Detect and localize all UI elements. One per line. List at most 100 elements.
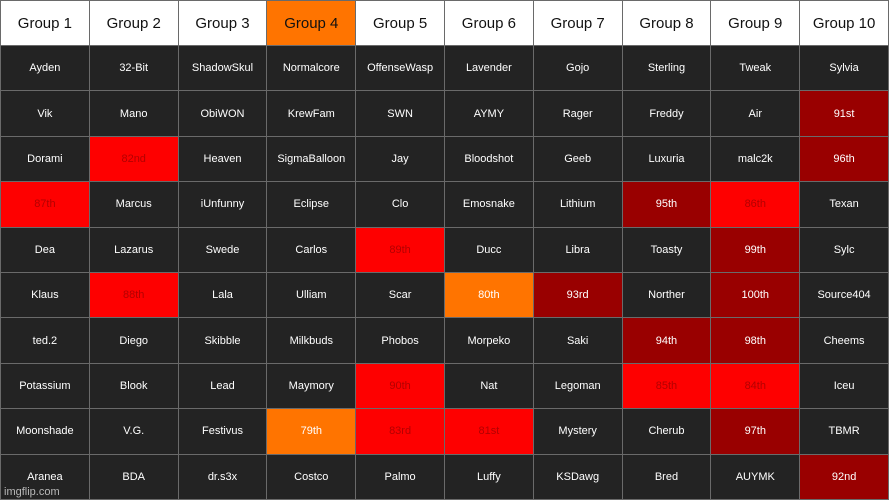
- table-cell: 91st: [799, 90, 889, 137]
- table-cell: Tweak: [710, 44, 801, 92]
- group-header-7: Group 7: [532, 0, 623, 46]
- table-cell: malc2k: [710, 135, 801, 183]
- table-cell: KSDawg: [532, 453, 623, 500]
- table-row: Dorami 82nd Heaven SigmaBalloon Jay Bloodshot…: [0, 135, 889, 183]
- table-cell: Lala: [177, 271, 268, 319]
- table-cell: ObiWON: [177, 90, 268, 137]
- table-cell: Dea: [0, 226, 90, 273]
- table-cell: Lavender: [443, 44, 534, 92]
- table-cell: TBMR: [799, 408, 889, 455]
- table-cell: Milkbuds: [266, 317, 357, 364]
- table-cell: Bloodshot: [443, 135, 534, 183]
- table-cell: 94th: [621, 317, 712, 364]
- table-row: Ayden 32-Bit ShadowSkul Normalcore OffenseWa…: [0, 44, 889, 92]
- table-cell: AUYMK: [710, 453, 801, 500]
- group-header-6: Group 6: [443, 0, 534, 46]
- table-cell: Luffy: [443, 453, 534, 500]
- table-cell: Morpeko: [443, 317, 534, 364]
- table-row: Klaus 88th Lala Ulliam Scar 80th 93rd Norther 10…: [0, 271, 889, 319]
- table-cell: Sylvia: [799, 44, 889, 92]
- table-cell: ted.2: [0, 317, 90, 364]
- table-cell: 80th: [443, 271, 534, 319]
- table-cell: iUnfunny: [177, 181, 268, 228]
- table-cell: 85th: [621, 362, 712, 410]
- table-cell: Norther: [621, 271, 712, 319]
- table-cell: Vik: [0, 90, 90, 137]
- table-cell: 98th: [710, 317, 801, 364]
- table-cell: 100th: [710, 271, 801, 319]
- table-cell: Ducc: [443, 226, 534, 273]
- table-cell: 79th: [266, 408, 357, 455]
- table-cell: Sylc: [799, 226, 889, 273]
- table-row: ted.2 Diego Skibble Milkbuds Phobos Morpeko Sa…: [0, 317, 889, 364]
- table-cell: Ulliam: [266, 271, 357, 319]
- table-cell: SigmaBalloon: [266, 135, 357, 183]
- table-cell: Aranea: [0, 453, 90, 500]
- table-cell: Klaus: [0, 271, 90, 319]
- table-cell: Eclipse: [266, 181, 357, 228]
- table-cell: Palmo: [355, 453, 445, 500]
- table-cell: Iceu: [799, 362, 889, 410]
- table-cell: 90th: [355, 362, 445, 410]
- table-cell: Heaven: [177, 135, 268, 183]
- table-cell: Marcus: [88, 181, 179, 228]
- table-cell: Lazarus: [88, 226, 179, 273]
- table-cell: Luxuria: [621, 135, 712, 183]
- table-cell: KrewFam: [266, 90, 357, 137]
- table-cell: Moonshade: [0, 408, 90, 455]
- table-cell: 92nd: [799, 453, 889, 500]
- table-cell: AYMY: [443, 90, 534, 137]
- table-cell: Geeb: [532, 135, 623, 183]
- table-cell: Diego: [88, 317, 179, 364]
- table-cell: Cheems: [799, 317, 889, 364]
- table-cell: 96th: [799, 135, 889, 183]
- table-row: Vik Mano ObiWON KrewFam SWN AYMY Rager Freddy Ai…: [0, 90, 889, 137]
- table-cell: 87th: [0, 181, 90, 228]
- grid-body: Ayden 32-Bit ShadowSkul Normalcore OffenseWa…: [0, 44, 889, 500]
- group-header-9: Group 9: [710, 0, 801, 46]
- group-header-1: Group 1: [0, 0, 90, 46]
- table-cell: 86th: [710, 181, 801, 228]
- table-cell: 88th: [88, 271, 179, 319]
- table-cell: Cherub: [621, 408, 712, 455]
- group-header-2: Group 2: [88, 0, 179, 46]
- table-cell: dr.s3x: [177, 453, 268, 500]
- group-header-5: Group 5: [355, 0, 445, 46]
- table-cell: ShadowSkul: [177, 44, 268, 92]
- group-header-3: Group 3: [177, 0, 268, 46]
- table-cell: Source404: [799, 271, 889, 319]
- table-cell: Costco: [266, 453, 357, 500]
- table-cell: Mano: [88, 90, 179, 137]
- table-cell: Gojo: [532, 44, 623, 92]
- table-cell: Blook: [88, 362, 179, 410]
- table-cell: 89th: [355, 226, 445, 273]
- table-cell: Lithium: [532, 181, 623, 228]
- table-cell: Potassium: [0, 362, 90, 410]
- table-cell: OffenseWasp: [355, 44, 445, 92]
- group-header-4: Group 4: [266, 0, 357, 46]
- table-cell: Saki: [532, 317, 623, 364]
- table-cell: 81st: [443, 408, 534, 455]
- group-header-10: Group 10: [799, 0, 889, 46]
- table-cell: 84th: [710, 362, 801, 410]
- table-cell: Emosnake: [443, 181, 534, 228]
- table-cell: SWN: [355, 90, 445, 137]
- table-cell: 99th: [710, 226, 801, 273]
- table-cell: Swede: [177, 226, 268, 273]
- table-cell: Mystery: [532, 408, 623, 455]
- table-cell: Freddy: [621, 90, 712, 137]
- table-row: Aranea BDA dr.s3x Costco Palmo Luffy KSDawg Bre…: [0, 453, 889, 500]
- header-row: Group 1 Group 2 Group 3 Group 4 Group 5 Group…: [0, 0, 889, 46]
- table-cell: 95th: [621, 181, 712, 228]
- table-row: Moonshade V.G. Festivus 79th 83rd 81st Mystery…: [0, 408, 889, 455]
- table-cell: Lead: [177, 362, 268, 410]
- table-cell: Phobos: [355, 317, 445, 364]
- table-cell: 93rd: [532, 271, 623, 319]
- table-cell: 97th: [710, 408, 801, 455]
- table-cell: Rager: [532, 90, 623, 137]
- table-cell: Nat: [443, 362, 534, 410]
- table-cell: Air: [710, 90, 801, 137]
- table-row: Dea Lazarus Swede Carlos 89th Ducc Libra Toasty…: [0, 226, 889, 273]
- table-cell: Jay: [355, 135, 445, 183]
